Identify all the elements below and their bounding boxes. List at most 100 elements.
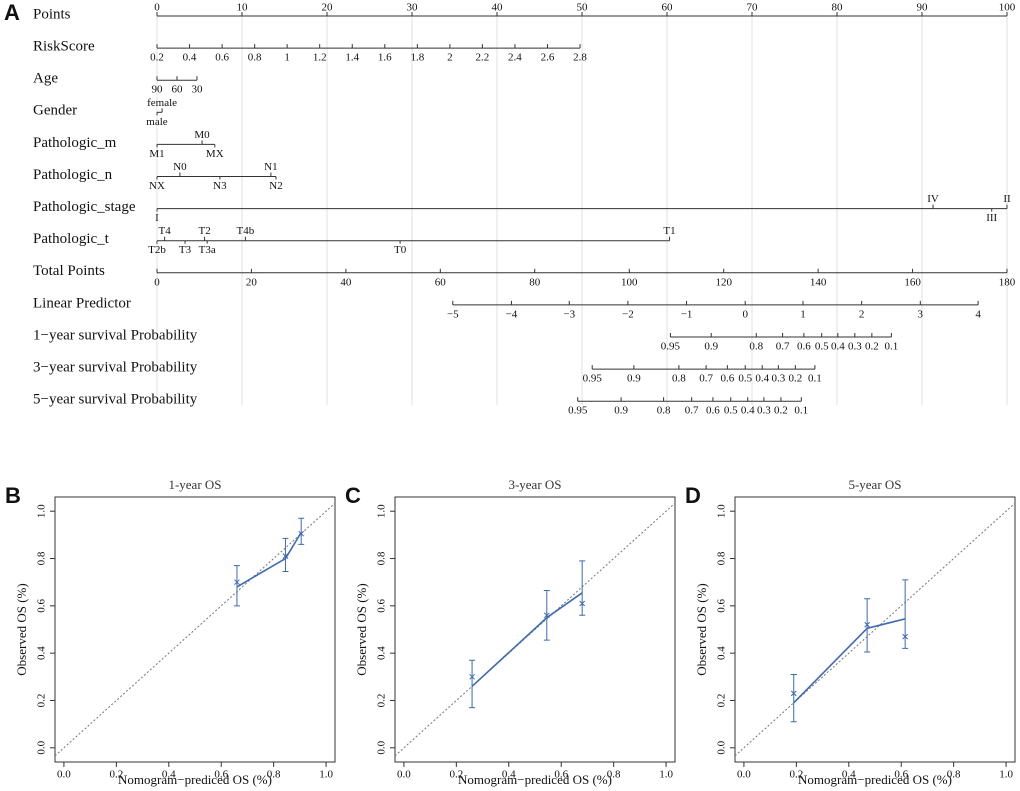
tick-label: 40 (492, 2, 504, 14)
tick-label: 0.2 (865, 341, 879, 353)
tick-label: 140 (810, 276, 827, 288)
y-axis-label: Observed OS (%) (354, 583, 369, 675)
tick-label: 10 (237, 2, 249, 14)
level-label: T4b (237, 225, 255, 237)
y-tick-label: 0.0 (36, 740, 48, 754)
y-tick-label: 0.0 (376, 740, 388, 754)
y-tick-label: 0.4 (376, 646, 388, 660)
calibration-line (471, 592, 583, 687)
plot-frame (54, 496, 336, 763)
tick-label: 0.8 (248, 52, 262, 64)
level-label: M0 (194, 129, 210, 141)
tick-label: 3 (918, 308, 924, 320)
tick-label: 60 (171, 84, 183, 96)
level-label: N2 (269, 180, 282, 192)
panel-letter: B (5, 483, 21, 508)
tick-label: 0.9 (614, 405, 628, 417)
row-label: Total Points (33, 263, 105, 279)
observed-point (579, 600, 586, 607)
observed-point (790, 690, 797, 697)
error-bar (298, 517, 305, 545)
y-tick-label: 0.2 (376, 694, 388, 708)
tick-label: 0.95 (583, 373, 603, 385)
tick-label: 120 (715, 276, 732, 288)
tick-label: 0.1 (794, 405, 808, 417)
tick-label: 0.1 (808, 373, 822, 385)
tick-label: 0.9 (627, 373, 641, 385)
tick-label: 0.4 (755, 373, 769, 385)
tick-label: 70 (747, 2, 759, 14)
panel-letter: A (4, 0, 20, 25)
tick-label: 0.95 (568, 405, 588, 417)
y-axis-label: Observed OS (%) (14, 583, 29, 675)
x-tick-label: 0.8 (607, 769, 621, 781)
tick-label: −4 (506, 308, 518, 320)
y-tick-label: 0.6 (716, 598, 728, 612)
y-tick-label: 0.4 (36, 646, 48, 660)
tick-label: 0.4 (831, 341, 845, 353)
tick-label: 2.4 (508, 52, 522, 64)
tick-label: 0.8 (657, 405, 671, 417)
y-tick-label: 0.0 (716, 740, 728, 754)
tick-label: −1 (681, 308, 693, 320)
level-label: T3 (179, 244, 192, 256)
observed-point (282, 553, 289, 560)
x-tick-label: 0.4 (842, 769, 856, 781)
tick-label: 50 (577, 2, 589, 14)
tick-label: 0.2 (774, 405, 788, 417)
x-tick-label: 1.0 (659, 769, 673, 781)
tick-label: 60 (435, 276, 447, 288)
y-axis-label: Observed OS (%) (694, 583, 709, 675)
level-label: II (1003, 193, 1011, 205)
tick-label: 180 (999, 276, 1016, 288)
observed-point (902, 633, 909, 640)
tick-label: 0.8 (672, 373, 686, 385)
tick-label: 0.6 (706, 405, 720, 417)
y-tick-label: 0.2 (716, 694, 728, 708)
x-tick-label: 0.0 (737, 769, 751, 781)
y-tick-label: 0.4 (716, 646, 728, 660)
tick-label: 0.7 (776, 341, 790, 353)
level-label: IV (927, 193, 939, 205)
chart-title: 5-year OS (848, 477, 901, 492)
level-label: T1 (663, 225, 675, 237)
level-label: T3a (199, 244, 216, 256)
y-tick-label: 1.0 (36, 504, 48, 518)
level-label: T2 (198, 225, 210, 237)
y-tick-label: 0.6 (36, 598, 48, 612)
calibration-line (793, 618, 906, 704)
row-label: Points (33, 6, 71, 22)
tick-label: 2 (859, 308, 865, 320)
row-label: Linear Predictor (33, 295, 131, 311)
tick-label: 2.6 (541, 52, 555, 64)
level-label: male (146, 116, 167, 128)
panel-letter: C (345, 483, 361, 508)
y-tick-label: 0.8 (716, 551, 728, 565)
tick-label: 20 (246, 276, 258, 288)
tick-label: 0.3 (771, 373, 785, 385)
x-tick-label: 0.4 (162, 769, 176, 781)
panel-letter: D (685, 483, 701, 508)
x-tick-label: 0.4 (502, 769, 516, 781)
y-tick-label: 0.6 (376, 598, 388, 612)
tick-label: 100 (999, 2, 1016, 14)
row-label: 3−year survival Probability (33, 360, 198, 376)
calibration-line (236, 532, 302, 588)
tick-label: 0.95 (661, 341, 681, 353)
level-label: III (986, 212, 997, 224)
row-label: 1−year survival Probability (33, 327, 198, 343)
tick-label: 4 (975, 308, 981, 320)
tick-label: 0 (742, 308, 748, 320)
tick-label: 80 (832, 2, 844, 14)
x-tick-label: 0.0 (397, 769, 411, 781)
level-label: M1 (149, 148, 164, 160)
tick-label: 0 (154, 276, 160, 288)
tick-label: 0.5 (724, 405, 738, 417)
observed-point (543, 612, 550, 619)
tick-label: 2.8 (573, 52, 587, 64)
x-axis-label: Nomogram−prediced OS (%) (118, 772, 272, 787)
row-label: Pathologic_t (33, 231, 110, 247)
x-tick-label: 0.8 (947, 769, 961, 781)
row-label: RiskScore (33, 39, 95, 55)
tick-label: 1 (284, 52, 290, 64)
